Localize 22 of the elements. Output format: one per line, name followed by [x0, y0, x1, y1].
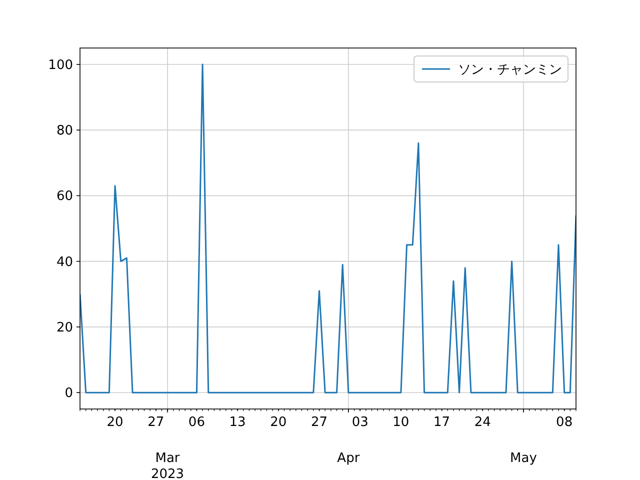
text: May [510, 451, 538, 466]
text: Mar 2023 [150, 451, 184, 480]
y-tick-label: 0 [64, 386, 73, 402]
x-tick-label: 27 [310, 415, 328, 430]
x-tick-label: 20 [106, 415, 124, 430]
y-tick-label: 100 [48, 58, 73, 73]
y-tick-label: 60 [56, 189, 73, 204]
legend-label: ソン・チャンミン [458, 62, 562, 78]
text: Apr [337, 451, 360, 466]
x-tick-label: 17 [434, 415, 450, 430]
x-tick-label: 24 [474, 415, 491, 430]
x-tick-label: 10 [392, 415, 410, 430]
x-tick-label: 06 [188, 415, 205, 430]
x-tick-label: 13 [229, 415, 246, 430]
x-tick-label: 03 [352, 415, 368, 430]
x-tick-label: 08 [556, 415, 573, 430]
x-tick-label: 27 [148, 415, 164, 430]
y-tick-label: 40 [56, 254, 73, 270]
line-series [80, 64, 576, 394]
y-tick-label: 80 [56, 124, 73, 139]
y-tick-label: 20 [56, 320, 73, 336]
x-tick-label: 20 [270, 415, 287, 430]
